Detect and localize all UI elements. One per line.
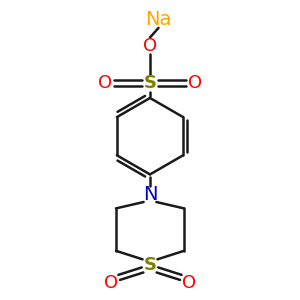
Text: O: O bbox=[188, 74, 202, 92]
Text: S: S bbox=[143, 256, 157, 274]
Text: O: O bbox=[104, 274, 118, 292]
Text: Na: Na bbox=[145, 10, 172, 29]
Text: N: N bbox=[143, 185, 157, 204]
Text: O: O bbox=[182, 274, 196, 292]
Text: O: O bbox=[98, 74, 112, 92]
Text: S: S bbox=[143, 74, 157, 92]
Text: O: O bbox=[143, 37, 157, 55]
